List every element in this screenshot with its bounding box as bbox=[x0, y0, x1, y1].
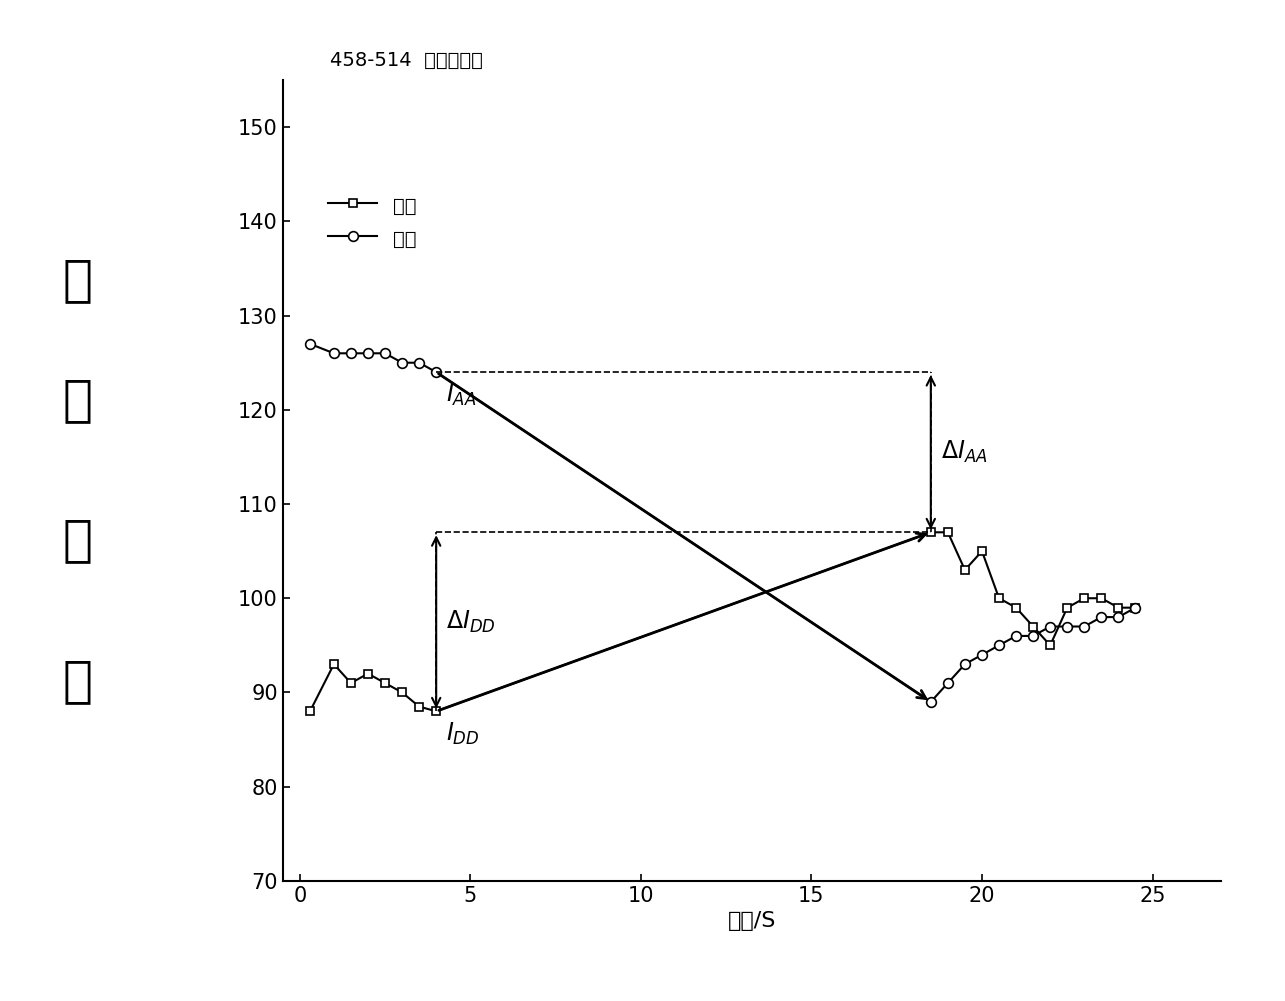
供体 bbox=[957, 564, 973, 576]
Legend: 供体, 受体: 供体, 受体 bbox=[320, 186, 424, 258]
受体 bbox=[991, 640, 1006, 652]
供体 bbox=[302, 706, 317, 718]
受体 bbox=[1110, 611, 1126, 623]
供体 bbox=[1077, 593, 1092, 605]
Text: $I_{AA}$: $I_{AA}$ bbox=[446, 381, 477, 407]
受体 bbox=[360, 347, 375, 359]
受体 bbox=[923, 696, 938, 708]
供体 bbox=[1025, 621, 1041, 633]
受体 bbox=[1025, 630, 1041, 642]
受体 bbox=[974, 649, 989, 661]
供体 bbox=[360, 668, 375, 680]
供体 bbox=[1110, 602, 1126, 614]
受体 bbox=[428, 366, 443, 378]
供体 bbox=[1042, 640, 1058, 652]
受体 bbox=[1042, 621, 1058, 633]
Text: 强: 强 bbox=[62, 517, 93, 565]
供体 bbox=[1094, 593, 1109, 605]
受体 bbox=[1009, 630, 1024, 642]
Text: $\Delta I_{AA}$: $\Delta I_{AA}$ bbox=[941, 439, 988, 465]
供体 bbox=[394, 687, 410, 699]
供体 bbox=[923, 527, 938, 539]
Text: 荧: 荧 bbox=[62, 256, 93, 304]
受体 bbox=[1060, 621, 1076, 633]
Text: $I_{DD}$: $I_{DD}$ bbox=[446, 721, 481, 747]
受体 bbox=[343, 347, 359, 359]
受体 bbox=[302, 338, 317, 350]
X-axis label: 时间/S: 时间/S bbox=[727, 911, 776, 931]
供体 bbox=[1009, 602, 1024, 614]
受体 bbox=[326, 347, 342, 359]
供体 bbox=[326, 659, 342, 671]
Text: 458-514  激发光激发: 458-514 激发光激发 bbox=[329, 51, 482, 70]
受体 bbox=[1094, 611, 1109, 623]
供体 bbox=[991, 593, 1006, 605]
受体 bbox=[941, 677, 956, 689]
受体 bbox=[378, 347, 393, 359]
受体 bbox=[1128, 602, 1144, 614]
受体 bbox=[394, 356, 410, 368]
供体 bbox=[428, 706, 443, 718]
Text: $\Delta I_{DD}$: $\Delta I_{DD}$ bbox=[446, 609, 496, 635]
受体 bbox=[957, 659, 973, 671]
Text: 光: 光 bbox=[62, 376, 93, 424]
供体 bbox=[1128, 602, 1144, 614]
供体 bbox=[1060, 602, 1076, 614]
供体 bbox=[378, 677, 393, 689]
Line: 供体: 供体 bbox=[306, 529, 1140, 716]
供体 bbox=[343, 677, 359, 689]
Text: 度: 度 bbox=[62, 657, 93, 705]
供体 bbox=[974, 546, 989, 558]
受体 bbox=[411, 356, 427, 368]
Line: 受体: 受体 bbox=[305, 339, 1140, 707]
供体 bbox=[411, 701, 427, 713]
供体 bbox=[941, 527, 956, 539]
受体 bbox=[1077, 621, 1092, 633]
